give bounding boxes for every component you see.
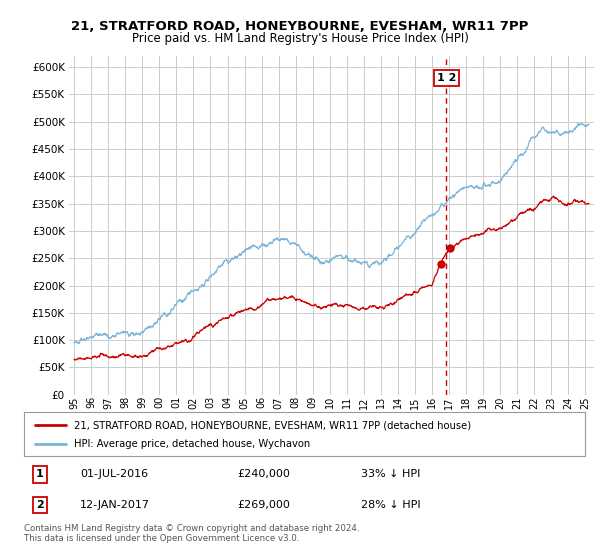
Text: Price paid vs. HM Land Registry's House Price Index (HPI): Price paid vs. HM Land Registry's House … [131,32,469,45]
Text: 21, STRATFORD ROAD, HONEYBOURNE, EVESHAM, WR11 7PP (detached house): 21, STRATFORD ROAD, HONEYBOURNE, EVESHAM… [74,420,472,430]
Text: 01-JUL-2016: 01-JUL-2016 [80,469,148,479]
Text: HPI: Average price, detached house, Wychavon: HPI: Average price, detached house, Wych… [74,439,311,449]
Text: 12-JAN-2017: 12-JAN-2017 [80,500,150,510]
Text: Contains HM Land Registry data © Crown copyright and database right 2024.
This d: Contains HM Land Registry data © Crown c… [24,524,359,543]
Text: £269,000: £269,000 [237,500,290,510]
Text: 1: 1 [36,469,44,479]
Text: 33% ↓ HPI: 33% ↓ HPI [361,469,420,479]
Text: 2: 2 [36,500,44,510]
Text: 28% ↓ HPI: 28% ↓ HPI [361,500,420,510]
Text: 1 2: 1 2 [437,73,456,83]
Text: £240,000: £240,000 [237,469,290,479]
Text: 21, STRATFORD ROAD, HONEYBOURNE, EVESHAM, WR11 7PP: 21, STRATFORD ROAD, HONEYBOURNE, EVESHAM… [71,20,529,32]
